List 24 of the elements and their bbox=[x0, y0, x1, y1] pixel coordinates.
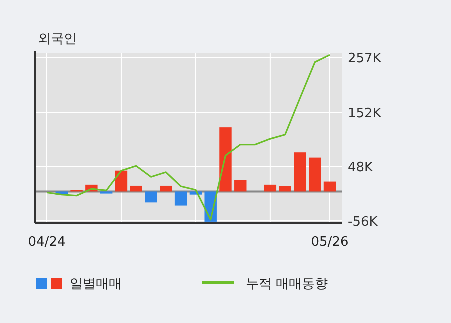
legend-label: 누적 매매동향 bbox=[246, 277, 328, 292]
bar bbox=[115, 170, 128, 192]
bar bbox=[234, 180, 247, 192]
bar bbox=[294, 152, 306, 192]
x-tick-label: 04/24 bbox=[28, 235, 66, 250]
title: 외국인 bbox=[38, 32, 77, 47]
bar bbox=[264, 184, 277, 192]
bar bbox=[279, 186, 292, 192]
legend-item: 일별매매 bbox=[36, 277, 122, 292]
y-tick-label: -56K bbox=[348, 214, 378, 230]
y-tick-label: 48K bbox=[348, 160, 374, 176]
bar bbox=[160, 186, 172, 192]
legend-item: 누적 매매동향 bbox=[202, 277, 328, 292]
bar bbox=[324, 182, 336, 192]
line-series bbox=[46, 54, 331, 221]
bar bbox=[174, 192, 188, 206]
y-tick-label: 152K bbox=[348, 106, 382, 122]
bar bbox=[130, 186, 142, 192]
legend-label: 일별매매 bbox=[70, 277, 122, 292]
bar bbox=[309, 158, 322, 192]
y-tick-label: 257K bbox=[348, 52, 382, 67]
bar bbox=[220, 128, 232, 192]
bar bbox=[145, 192, 158, 203]
x-tick-label: 05/26 bbox=[311, 235, 349, 250]
